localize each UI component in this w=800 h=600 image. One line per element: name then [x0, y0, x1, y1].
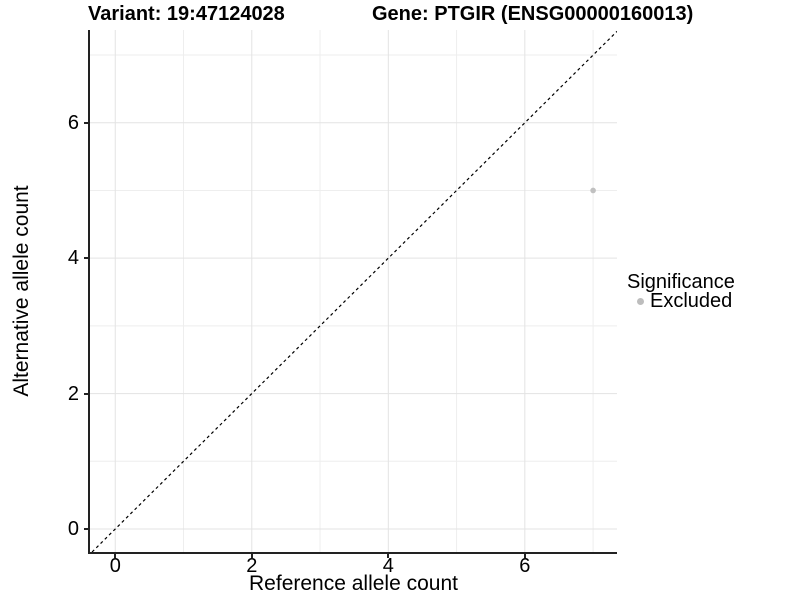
x-tick-mark: [250, 554, 253, 558]
x-tick-mark: [387, 554, 390, 558]
plot-title-gene: Gene: PTGIR (ENSG00000160013): [372, 3, 694, 25]
x-tick-mark: [523, 554, 526, 558]
legend-title: Significance: [627, 271, 735, 293]
x-tick-label: 4: [382, 555, 394, 577]
y-axis-title: Alternative allele count: [10, 185, 33, 397]
legend: Significance Excluded: [627, 271, 735, 312]
y-tick-mark: [84, 121, 88, 124]
x-tick-label: 0: [109, 555, 121, 577]
y-tick-label: 2: [67, 382, 79, 405]
x-tick-mark: [114, 554, 117, 558]
y-tick-label: 6: [67, 111, 79, 134]
legend-entry-excluded: Excluded: [637, 290, 732, 312]
plot-canvas: [90, 30, 617, 552]
y-tick-label: 0: [67, 517, 79, 540]
plot-panel: [88, 30, 617, 554]
y-tick-label: 4: [67, 247, 79, 270]
y-tick-mark: [84, 392, 88, 395]
x-tick-label: 2: [246, 555, 258, 577]
x-tick-label: 6: [519, 555, 531, 577]
identity-line: [91, 30, 617, 552]
y-tick-mark: [84, 257, 88, 260]
data-point: [590, 187, 596, 194]
x-axis-title: Reference allele count: [249, 572, 458, 595]
y-tick-mark: [84, 527, 88, 530]
plot-title-variant: Variant: 19:47124028: [88, 3, 285, 25]
legend-key-dot-icon: [637, 297, 644, 305]
legend-entry-label: Excluded: [650, 290, 733, 312]
